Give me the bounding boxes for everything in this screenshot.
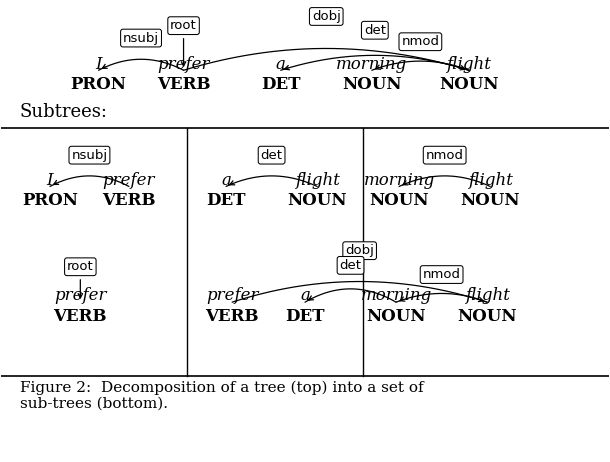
Text: I: I [95,55,102,73]
Text: nmod: nmod [426,149,464,162]
Text: root: root [67,260,94,273]
Text: NOUN: NOUN [461,192,520,209]
Text: morning: morning [336,55,407,73]
Text: det: det [260,149,282,162]
Text: VERB: VERB [206,308,259,325]
Text: nsubj: nsubj [123,31,159,44]
Text: flight: flight [295,172,340,189]
Text: VERB: VERB [54,308,107,325]
Text: dobj: dobj [312,10,341,23]
Text: NOUN: NOUN [342,76,401,93]
Text: PRON: PRON [22,192,78,209]
Text: NOUN: NOUN [370,192,429,209]
Text: NOUN: NOUN [458,308,517,325]
Text: DET: DET [206,192,246,209]
Text: flight: flight [468,172,512,189]
Text: det: det [364,24,386,37]
Text: flight: flight [465,287,509,304]
Text: prefer: prefer [102,172,155,189]
Text: flight: flight [447,55,492,73]
Text: prefer: prefer [54,287,107,304]
Text: prefer: prefer [157,55,210,73]
Text: det: det [340,259,362,272]
Text: a: a [276,55,285,73]
Text: nmod: nmod [423,268,461,281]
Text: dobj: dobj [345,244,374,257]
Text: DET: DET [261,76,301,93]
Text: PRON: PRON [71,76,126,93]
Text: NOUN: NOUN [439,76,499,93]
Text: morning: morning [364,172,435,189]
Text: I: I [46,172,53,189]
Text: root: root [170,19,197,32]
Text: Figure 2:  Decomposition of a tree (top) into a set of
sub-trees (bottom).: Figure 2: Decomposition of a tree (top) … [20,380,423,411]
Text: NOUN: NOUN [367,308,426,325]
Text: DET: DET [285,308,325,325]
Text: nmod: nmod [401,35,439,48]
Text: VERB: VERB [102,192,156,209]
Text: a: a [221,172,231,189]
Text: nsubj: nsubj [71,149,107,162]
Text: prefer: prefer [206,287,259,304]
Text: a: a [300,287,310,304]
Text: NOUN: NOUN [287,192,347,209]
Text: morning: morning [361,287,432,304]
Text: VERB: VERB [157,76,210,93]
Text: Subtrees:: Subtrees: [20,103,107,121]
